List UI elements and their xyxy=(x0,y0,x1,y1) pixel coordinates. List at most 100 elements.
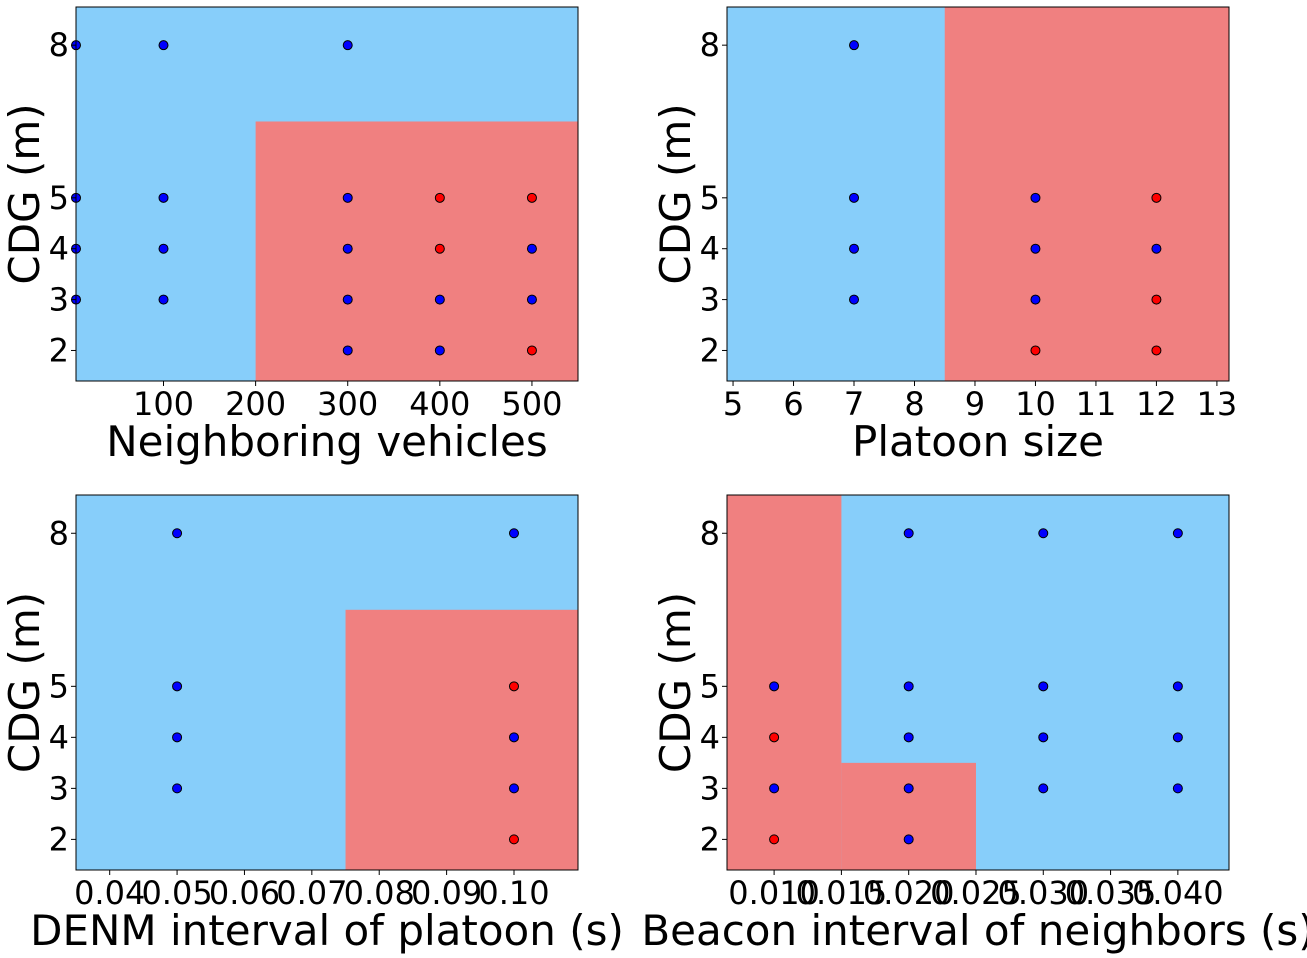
data-point-blue xyxy=(508,783,519,794)
data-point-red xyxy=(526,345,537,356)
y-tick-label: 4 xyxy=(49,718,69,756)
x-tick-label: 5 xyxy=(723,385,743,423)
y-tick-label: 8 xyxy=(700,26,720,64)
x-tick-label: 0.10 xyxy=(478,874,549,912)
decision-region-red xyxy=(727,495,842,870)
plot-frame xyxy=(75,494,579,871)
x-tick-label: 10 xyxy=(1015,385,1056,423)
x-tick-label: 300 xyxy=(317,385,378,423)
data-point-blue xyxy=(158,192,169,203)
data-point-red xyxy=(434,192,445,203)
y-tick-label: 8 xyxy=(700,514,720,552)
data-point-blue xyxy=(172,528,183,539)
y-tick-label: 5 xyxy=(49,179,69,217)
y-tick-label: 4 xyxy=(700,718,720,756)
subplot-denm-interval: 0.040.050.060.070.080.090.10 2 3 4 5 8 DENM in… xyxy=(0,494,624,955)
data-point-blue xyxy=(508,732,519,743)
x-axis-label: Beacon interval of neighbors (s) xyxy=(641,906,1307,955)
data-point-blue xyxy=(849,192,860,203)
data-point-red xyxy=(1151,345,1162,356)
y-tick-label: 3 xyxy=(700,281,720,319)
x-tick-label: 100 xyxy=(133,385,194,423)
data-point-blue xyxy=(342,345,353,356)
y-axis-label: CDG (m) xyxy=(0,592,49,773)
data-point-blue xyxy=(849,40,860,51)
data-point-blue xyxy=(342,40,353,51)
data-point-blue xyxy=(158,294,169,305)
y-tick-label: 2 xyxy=(700,820,720,858)
data-point-red xyxy=(526,192,537,203)
data-point-blue xyxy=(1030,243,1041,254)
data-point-blue xyxy=(158,40,169,51)
x-tick-label: 0.030 xyxy=(997,874,1089,912)
decision-region-red xyxy=(255,121,578,381)
x-axis-label: Platoon size xyxy=(852,417,1104,466)
y-tick-label: 3 xyxy=(49,769,69,807)
data-point-blue xyxy=(903,732,914,743)
data-point-blue xyxy=(508,528,519,539)
x-tick-label: 0.025 xyxy=(930,874,1022,912)
x-tick-label: 0.05 xyxy=(141,874,212,912)
data-point-red xyxy=(1151,192,1162,203)
subplot-neighboring-vehicles: 100 200 300 400 500 2 3 4 5 8 Neighboring vehicles… xyxy=(0,6,579,466)
data-point-red xyxy=(508,834,519,845)
data-point-blue xyxy=(1038,528,1049,539)
y-axis-label: CDG (m) xyxy=(651,592,700,773)
x-tick-label: 8 xyxy=(904,385,924,423)
y-axis-label: CDG (m) xyxy=(0,103,49,284)
data-point-blue xyxy=(769,681,780,692)
data-point-blue xyxy=(434,294,445,305)
y-tick-label: 2 xyxy=(49,331,69,369)
data-point-blue xyxy=(1030,294,1041,305)
data-point-blue xyxy=(526,243,537,254)
data-point-blue xyxy=(849,294,860,305)
data-point-blue xyxy=(769,783,780,794)
x-tick-label: 0.010 xyxy=(728,874,820,912)
y-tick-label: 3 xyxy=(700,769,720,807)
y-axis-label: CDG (m) xyxy=(651,103,700,284)
data-point-blue xyxy=(172,681,183,692)
y-tick-label: 2 xyxy=(49,820,69,858)
data-point-blue xyxy=(1172,732,1183,743)
data-point-blue xyxy=(172,783,183,794)
x-tick-label: 6 xyxy=(783,385,803,423)
x-tick-label: 11 xyxy=(1076,385,1117,423)
data-point-red xyxy=(769,732,780,743)
data-point-blue xyxy=(1151,243,1162,254)
x-tick-label: 0.040 xyxy=(1132,874,1224,912)
x-tick-label: 0.020 xyxy=(863,874,955,912)
plot-frame xyxy=(726,494,1230,871)
x-tick-label: 12 xyxy=(1136,385,1177,423)
data-point-red xyxy=(508,681,519,692)
y-tick-label: 2 xyxy=(700,331,720,369)
y-tick-label: 5 xyxy=(700,667,720,705)
data-point-blue xyxy=(1038,732,1049,743)
data-point-blue xyxy=(342,192,353,203)
data-point-blue xyxy=(1038,681,1049,692)
plot-frame xyxy=(75,6,579,382)
data-point-red xyxy=(1030,345,1041,356)
data-point-blue xyxy=(1172,528,1183,539)
x-axis-label: DENM interval of platoon (s) xyxy=(30,906,624,955)
data-point-blue xyxy=(158,243,169,254)
x-axis-label: Neighboring vehicles xyxy=(106,417,548,466)
y-tick-label: 8 xyxy=(49,514,69,552)
data-point-blue xyxy=(849,243,860,254)
data-point-red xyxy=(1151,294,1162,305)
decision-region-red xyxy=(841,762,976,870)
data-point-blue xyxy=(1172,783,1183,794)
data-point-blue xyxy=(903,681,914,692)
data-point-blue xyxy=(903,783,914,794)
data-point-red xyxy=(434,243,445,254)
data-point-blue xyxy=(342,294,353,305)
data-point-blue xyxy=(903,834,914,845)
x-tick-label: 0.035 xyxy=(1065,874,1157,912)
x-tick-label: 0.04 xyxy=(74,874,145,912)
x-tick-label: 9 xyxy=(965,385,985,423)
x-tick-label: 0.09 xyxy=(411,874,482,912)
data-point-blue xyxy=(1030,192,1041,203)
x-tick-label: 500 xyxy=(501,385,562,423)
